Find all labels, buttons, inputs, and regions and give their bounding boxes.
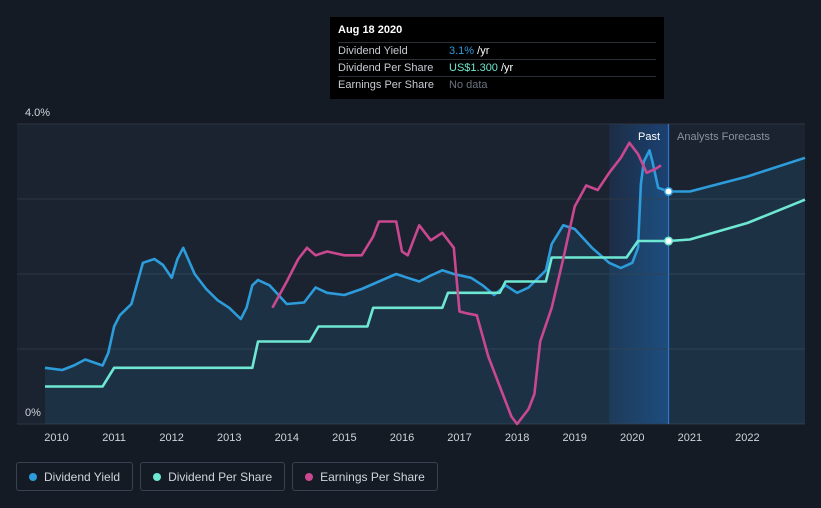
- tooltip-unit: /yr: [474, 45, 490, 57]
- dividend-yield-line: [44, 149, 806, 372]
- x-tick-label: 2022: [735, 432, 759, 444]
- x-tick-label: 2012: [159, 432, 183, 444]
- gridlines: [17, 123, 805, 425]
- tooltip-label: Dividend Per Share: [338, 62, 434, 74]
- y-tick-label-top: 4.0%: [25, 107, 50, 119]
- legend-dot-icon: [153, 472, 162, 481]
- x-tick-label: 2020: [620, 432, 644, 444]
- tooltip-unit: /yr: [497, 62, 514, 74]
- x-tick-label: 2017: [447, 432, 471, 444]
- x-tick-label: 2018: [505, 432, 529, 444]
- tooltip-value: 3.1%: [449, 45, 475, 57]
- tooltip-label: Earnings Per Share: [338, 79, 434, 91]
- forecast-label: Analysts Forecasts: [677, 131, 770, 143]
- x-tick-label: 2015: [332, 432, 356, 444]
- x-tick-label: 2016: [390, 432, 414, 444]
- legend-dividend-yield[interactable]: Dividend Yield: [16, 462, 134, 491]
- tooltip-value: No data: [449, 79, 488, 91]
- x-tick-label: 2010: [44, 432, 68, 444]
- past-label: Past: [638, 131, 660, 143]
- legend-dividend-per-share[interactable]: Dividend Per Share: [140, 462, 286, 491]
- markers: [663, 186, 674, 246]
- tooltip-date: Aug 18 2020: [338, 24, 403, 36]
- tooltip: Aug 18 2020 Dividend Yield 3.1% /yr Divi…: [330, 17, 664, 99]
- x-tick-label: 2019: [562, 432, 586, 444]
- legend-dot-icon: [29, 472, 37, 481]
- y-tick-label-bottom: 0%: [25, 407, 41, 419]
- dividend-per-share-line: [45, 198, 806, 388]
- x-tick-label: 2021: [678, 432, 702, 444]
- legend-earnings-per-share[interactable]: Earnings Per Share: [292, 462, 438, 491]
- earnings-per-share-line: [271, 141, 662, 426]
- tooltip-label: Dividend Yield: [338, 45, 408, 57]
- series-lines: [44, 141, 806, 426]
- tooltip-value: US$1.300: [449, 62, 498, 74]
- tooltip-row-yield: Dividend Yield 3.1% /yr: [338, 42, 656, 59]
- tooltip-row-dps: Dividend Per Share US$1.300 /yr: [338, 59, 656, 76]
- marker-point: [663, 236, 674, 246]
- x-tick-label: 2013: [217, 432, 241, 444]
- x-tick-label: 2011: [102, 432, 126, 444]
- legend-label: Earnings Per Share: [320, 469, 425, 484]
- legend-dot-icon: [305, 472, 314, 481]
- marker-point: [663, 186, 674, 197]
- legend-label: Dividend Per Share: [168, 469, 273, 484]
- legend-label: Dividend Yield: [44, 469, 121, 484]
- tooltip-row-eps: Earnings Per Share No data: [338, 76, 656, 93]
- legend: Dividend Yield Dividend Per Share Earnin…: [16, 462, 438, 491]
- dividend-yield-area: [45, 150, 805, 425]
- x-axis-ticks: 2010 2011 2012 2013 2014 2015 2016 2017 2018 2019…: [44, 432, 759, 444]
- x-tick-label: 2014: [275, 432, 299, 444]
